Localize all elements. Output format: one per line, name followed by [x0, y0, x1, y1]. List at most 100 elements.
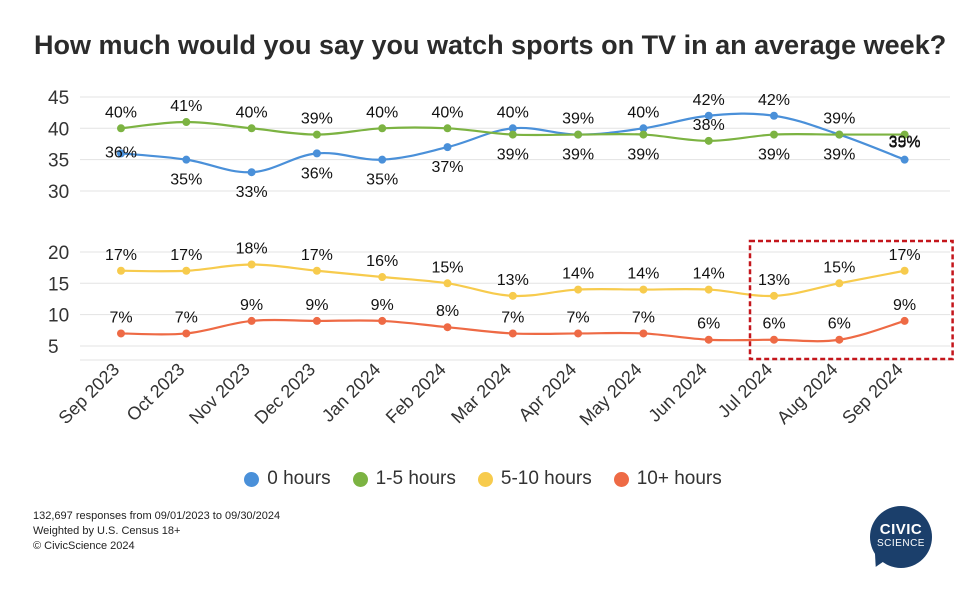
- data-label-1-5-hours: 39%: [301, 111, 333, 128]
- data-point-1-5-hours: [117, 124, 125, 133]
- logo-text-science: SCIENCE: [877, 538, 925, 549]
- x-tick-label: Dec 2023: [251, 359, 320, 428]
- data-label-1-5-hours: 39%: [758, 147, 790, 164]
- x-tick-label: Jan 2024: [318, 359, 385, 426]
- data-label-10-plus-hours: 7%: [175, 309, 198, 326]
- data-point-1-5-hours: [378, 124, 387, 133]
- data-label-10-plus-hours: 9%: [371, 297, 394, 314]
- logo-bubble: CIVIC SCIENCE: [870, 506, 932, 568]
- data-point-5-10-hours: [378, 273, 387, 282]
- y-tick-label: 40: [48, 119, 69, 140]
- data-point-0-hours: [117, 149, 125, 158]
- data-point-1-5-hours: [247, 124, 256, 133]
- y-tick-label: 45: [48, 88, 69, 109]
- footnote-copyright: © CivicScience 2024: [33, 540, 135, 552]
- x-tick-label: Aug 2024: [773, 359, 842, 428]
- data-point-1-5-hours: [312, 130, 321, 139]
- footnote-responses: 132,697 responses from 09/01/2023 to 09/…: [33, 510, 281, 522]
- data-label-0-hours: 36%: [105, 144, 137, 161]
- x-tick-label: Jul 2024: [714, 359, 776, 421]
- data-label-10-plus-hours: 9%: [305, 297, 328, 314]
- data-point-10-plus-hours: [443, 323, 452, 332]
- data-label-0-hours: 39%: [823, 111, 855, 128]
- data-label-10-plus-hours: 6%: [697, 316, 720, 333]
- logo-text-civic: CIVIC: [879, 521, 923, 538]
- data-point-1-5-hours: [770, 130, 778, 139]
- data-label-10-plus-hours: 8%: [436, 303, 459, 320]
- legend-label-5-10-hours: 5-10 hours: [500, 468, 592, 489]
- data-point-1-5-hours: [443, 124, 452, 133]
- footnote: 132,697 responses from 09/01/2023 to 09/…: [33, 509, 280, 554]
- data-point-5-10-hours: [900, 266, 909, 275]
- y-tick-label: 15: [48, 274, 69, 295]
- data-label-0-hours: 35%: [889, 135, 921, 152]
- data-point-10-plus-hours: [900, 316, 909, 325]
- data-label-0-hours: 33%: [236, 184, 268, 201]
- data-label-5-10-hours: 13%: [758, 272, 790, 289]
- data-point-10-plus-hours: [835, 335, 844, 344]
- x-tick-label: Jun 2024: [644, 359, 711, 426]
- data-point-10-plus-hours: [378, 316, 387, 325]
- x-tick-label: Apr 2024: [515, 359, 581, 425]
- data-label-5-10-hours: 15%: [823, 259, 855, 276]
- x-tick-label: Feb 2024: [382, 359, 450, 427]
- y-tick-label: 20: [48, 243, 69, 264]
- data-label-10-plus-hours: 9%: [893, 297, 916, 314]
- data-point-10-plus-hours: [770, 335, 778, 344]
- data-label-0-hours: 39%: [562, 111, 594, 128]
- data-point-5-10-hours: [182, 266, 191, 275]
- data-label-1-5-hours: 41%: [170, 98, 202, 115]
- data-label-5-10-hours: 17%: [301, 247, 333, 264]
- data-label-1-5-hours: 38%: [693, 117, 725, 134]
- x-tick-label: May 2024: [576, 359, 646, 429]
- y-tick-label: 5: [48, 337, 59, 358]
- data-point-10-plus-hours: [574, 329, 583, 338]
- data-point-10-plus-hours: [247, 316, 256, 325]
- civicscience-logo: CIVIC SCIENCE: [870, 506, 934, 571]
- legend-label-0-hours: 0 hours: [267, 468, 331, 489]
- legend-swatch-10-plus-hours: [613, 471, 629, 487]
- footnote-weighting: Weighted by U.S. Census 18+: [33, 525, 181, 537]
- data-point-1-5-hours: [835, 130, 844, 139]
- chart-legend: 0 hours 1-5 hours 5-10 hours 10+ hours: [0, 468, 966, 490]
- data-label-10-plus-hours: 7%: [632, 309, 655, 326]
- data-label-1-5-hours: 40%: [366, 104, 398, 121]
- legend-item-0-hours[interactable]: 0 hours: [244, 468, 331, 490]
- legend-item-1-5-hours[interactable]: 1-5 hours: [352, 468, 456, 490]
- data-label-5-10-hours: 18%: [236, 240, 268, 257]
- y-tick-label: 30: [48, 182, 69, 203]
- data-point-1-5-hours: [639, 130, 648, 139]
- x-tick-label: Oct 2023: [123, 359, 189, 425]
- data-point-0-hours: [900, 155, 909, 164]
- data-point-0-hours: [770, 111, 778, 120]
- data-label-5-10-hours: 14%: [562, 266, 594, 283]
- data-point-1-5-hours: [182, 118, 191, 127]
- data-label-1-5-hours: 40%: [105, 104, 137, 121]
- data-point-0-hours: [182, 155, 191, 164]
- data-point-0-hours: [312, 149, 321, 158]
- y-tick-label: 35: [48, 151, 69, 172]
- legend-item-5-10-hours[interactable]: 5-10 hours: [477, 468, 592, 490]
- chart-title: How much would you say you watch sports …: [34, 30, 947, 60]
- data-point-10-plus-hours: [639, 329, 648, 338]
- legend-label-10-plus-hours: 10+ hours: [636, 468, 722, 489]
- x-tick-label: Sep 2024: [838, 359, 907, 428]
- data-label-10-plus-hours: 9%: [240, 297, 263, 314]
- x-tick-label: Mar 2024: [447, 359, 515, 427]
- legend-item-10-plus-hours[interactable]: 10+ hours: [613, 468, 722, 490]
- data-label-1-5-hours: 39%: [823, 147, 855, 164]
- data-point-0-hours: [704, 111, 713, 120]
- data-label-1-5-hours: 39%: [497, 147, 529, 164]
- data-label-0-hours: 35%: [366, 172, 398, 189]
- data-label-1-5-hours: 40%: [236, 104, 268, 121]
- data-label-0-hours: 40%: [627, 104, 659, 121]
- data-point-5-10-hours: [508, 291, 517, 300]
- x-tick-label: Sep 2023: [55, 359, 124, 428]
- data-point-5-10-hours: [835, 279, 844, 288]
- data-label-5-10-hours: 15%: [431, 259, 463, 276]
- data-label-5-10-hours: 14%: [693, 266, 725, 283]
- data-point-5-10-hours: [574, 285, 583, 294]
- data-label-10-plus-hours: 7%: [501, 309, 524, 326]
- legend-swatch-1-5-hours: [352, 471, 368, 487]
